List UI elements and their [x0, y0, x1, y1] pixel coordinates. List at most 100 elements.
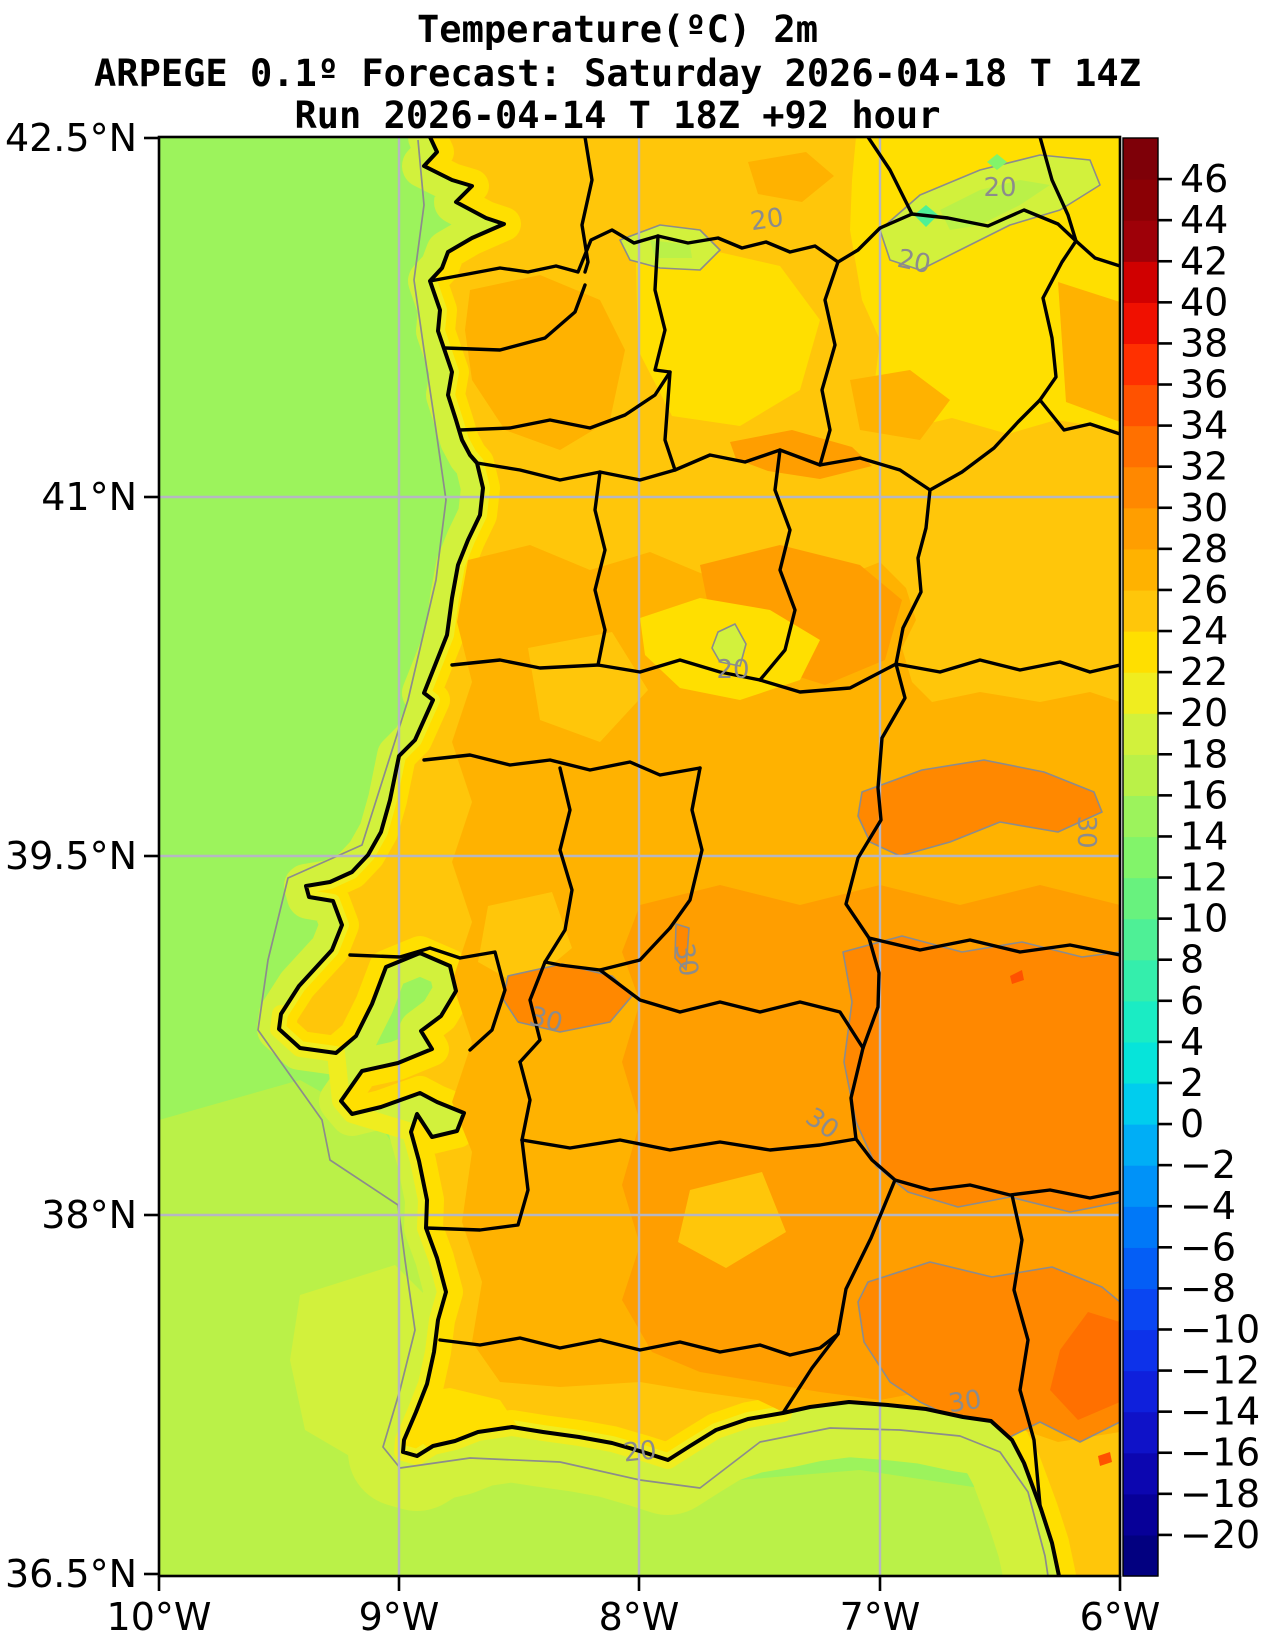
colorbar: 4644424038363432302826242220181614121086… [1122, 137, 1260, 1577]
colorbar-segment [1123, 713, 1158, 755]
colorbar-tick-label: 44 [1180, 198, 1228, 242]
contour20-blob-estrela [711, 623, 747, 667]
colorbar-segment [1123, 1329, 1158, 1372]
contour20-blob-northeast-core [940, 180, 1050, 230]
border-portugal-spain-north [428, 208, 1120, 283]
colorbar-segment [1123, 1041, 1158, 1084]
colorbar-segment [1123, 1206, 1158, 1248]
colorbar-tick-label: 24 [1180, 609, 1228, 653]
colorbar-tick-label: −8 [1180, 1266, 1236, 1310]
colorbar-tick-label: 42 [1180, 239, 1228, 283]
colorbar-segment [1123, 138, 1158, 180]
hot-speck-2 [1098, 1452, 1112, 1466]
sea-contour-line [257, 139, 1049, 1576]
colorbar-tick-label: 4 [1180, 1020, 1204, 1064]
colorbar-segment [1123, 959, 1158, 1002]
colorbar-tick-label: 34 [1180, 404, 1228, 448]
colorbar-segment [1123, 1452, 1158, 1495]
colorbar-tick-label: −18 [1180, 1472, 1260, 1516]
coastline [277, 137, 1061, 1576]
colorbar-tick-label: 8 [1180, 938, 1204, 982]
patch-seville-corner [1050, 1312, 1120, 1420]
colorbar-segment [1123, 466, 1158, 509]
colorbar-segment [1123, 1165, 1158, 1207]
contour-label: 20 [895, 244, 934, 280]
patch-rightedge-orange [1058, 282, 1120, 422]
colorbar-segment [1123, 1288, 1158, 1331]
contour-label: 20 [622, 1435, 658, 1468]
contour20-blob-topcenter-core [650, 240, 692, 258]
colorbar-tick-label: −16 [1180, 1431, 1260, 1475]
patch-douro-valley [730, 430, 872, 479]
colorbar-segment [1123, 548, 1158, 591]
colorbar-segment [1123, 425, 1158, 468]
colorbar-segment [1123, 836, 1158, 879]
contour-label: 20 [716, 655, 749, 685]
lon-axis-tick-label: 7°W [840, 1595, 921, 1639]
colorbar-tick-label: 22 [1180, 650, 1228, 694]
graticule [159, 137, 1120, 1576]
mottle-amber-1 [528, 632, 648, 742]
colorbar-tick-label: 6 [1180, 979, 1204, 1023]
district-boundaries [348, 137, 1120, 1507]
patch-braganca-orange [850, 370, 950, 440]
border-portugal-spain-east [781, 239, 1078, 1415]
lon-axis-tick-label: 10°W [107, 1595, 212, 1639]
lat-axis-tick-label: 36.5°N [5, 1552, 137, 1596]
colorbar-segment [1123, 343, 1158, 386]
colorbar-segment [1123, 1000, 1158, 1043]
colorbar-tick-label: 14 [1180, 814, 1228, 858]
colorbar-tick-label: 36 [1180, 363, 1228, 407]
colorbar-segment [1123, 589, 1158, 632]
colorbar-tick-label: −6 [1180, 1225, 1236, 1269]
colorbar-tick-label: −14 [1180, 1390, 1260, 1434]
colorbar-tick-label: 28 [1180, 527, 1228, 571]
colorbar-segment [1123, 220, 1158, 262]
colorbar-segment [1123, 1370, 1158, 1413]
colorbar-segment [1123, 631, 1158, 673]
cold-speck-sanabria-2 [987, 154, 1007, 170]
colorbar-frame [1122, 137, 1159, 1577]
contour-label: 20 [749, 203, 786, 237]
colorbar-tick-label: 20 [1180, 691, 1228, 735]
patch-topcenter-orange [748, 152, 834, 202]
patch-vilareal-yellow [636, 250, 820, 426]
axes: 42.5°N 41°N 39.5°N 38°N 36.5°N10°W 9°W 8°W 7°W 6… [5, 116, 1160, 1639]
colorbar-segment [1123, 302, 1158, 345]
lat-axis-tick-label: 42.5°N [5, 116, 137, 160]
land-temperature-patches [279, 137, 1120, 1576]
colorbar-segment [1123, 754, 1158, 796]
colorbar-segment [1123, 507, 1158, 550]
contour-label: 30 [668, 941, 703, 979]
lon-axis-tick-label: 8°W [599, 1595, 680, 1639]
patch-minho-orange [465, 275, 625, 450]
figure-subtitle-forecast: ARPEGE 0.1º Forecast: Saturday 2026-04-1… [94, 52, 1141, 95]
colorbar-tick-label: 30 [1180, 486, 1228, 530]
colorbar-tick-label: 32 [1180, 445, 1228, 489]
colorbar-tick-label: 0 [1180, 1102, 1204, 1146]
colorbar-tick-label: 18 [1180, 732, 1228, 776]
contour-label: 20 [983, 173, 1016, 203]
colorbar-segment [1123, 384, 1158, 427]
colorbar-segment [1123, 1493, 1158, 1536]
lon-axis-tick-label: 6°W [1080, 1595, 1161, 1639]
lat-axis-tick-label: 41°N [41, 475, 137, 519]
lat-axis-tick-label: 38°N [41, 1193, 137, 1237]
colorbar-segment [1123, 877, 1158, 920]
patch-coimbra-orange [562, 742, 700, 858]
colorbar-segment [1123, 1247, 1158, 1289]
colorbar-tick-label: −20 [1180, 1513, 1260, 1557]
colorbar-tick-label: −10 [1180, 1307, 1260, 1351]
colorbar-tick-label: 46 [1180, 157, 1228, 201]
colorbar-segment [1123, 1534, 1158, 1577]
colorbar-tick-label: 10 [1180, 897, 1228, 941]
colorbar-segment [1123, 179, 1158, 221]
contour30-sliver [674, 923, 690, 971]
colorbar-tick-label: 16 [1180, 773, 1228, 817]
colorbar-segment [1123, 1082, 1158, 1125]
colorbar-segment [1123, 795, 1158, 838]
contour-label: 30 [1071, 815, 1101, 848]
